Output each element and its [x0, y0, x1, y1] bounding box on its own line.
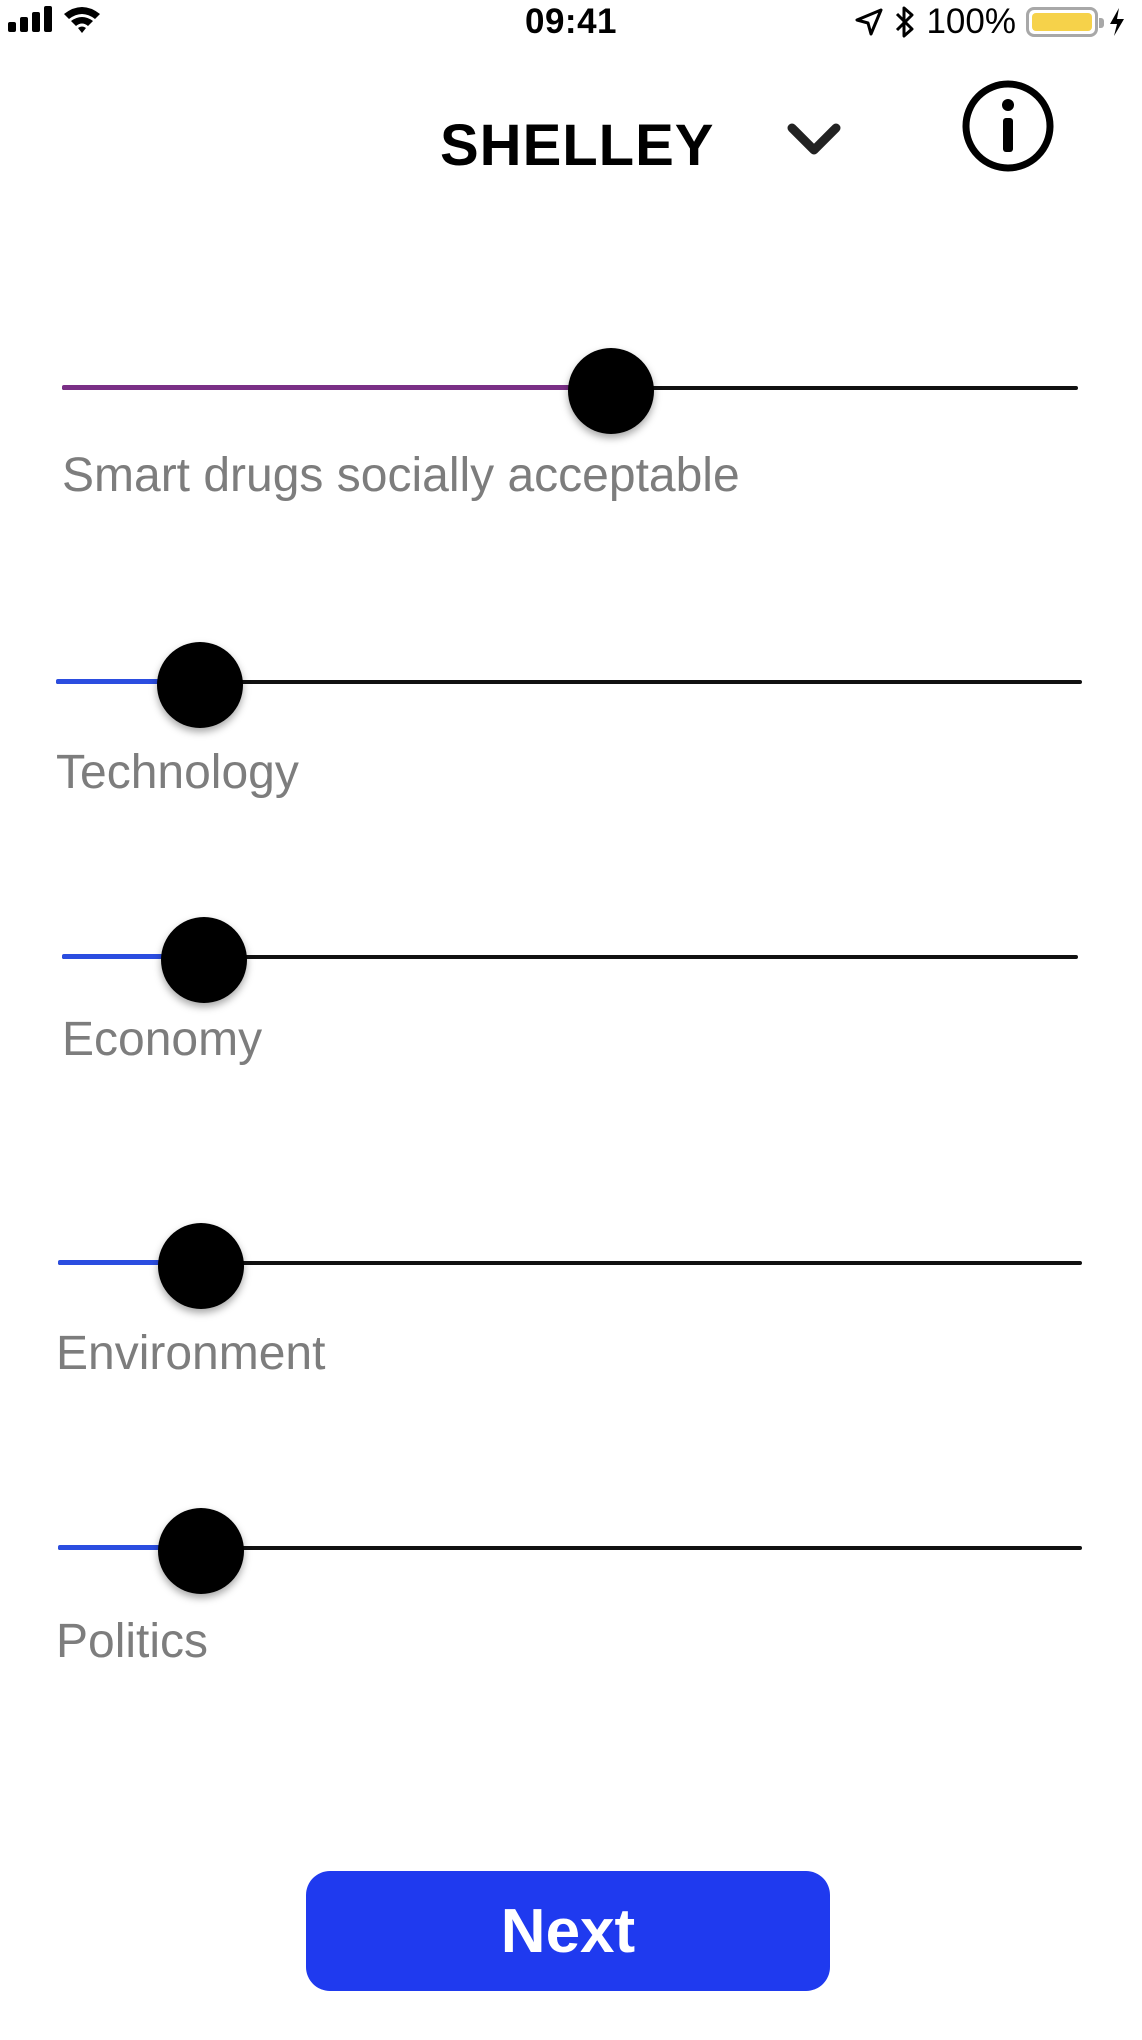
slider-technology[interactable]: [56, 642, 1082, 728]
slider-fill: [58, 1260, 202, 1265]
info-icon[interactable]: [960, 78, 1056, 174]
slider-environment[interactable]: [58, 1223, 1082, 1309]
app-header: SHELLEY: [0, 70, 1142, 200]
slider-fill: [56, 679, 200, 684]
slider-thumb[interactable]: [156, 642, 243, 728]
slider-label-smart-drugs: Smart drugs socially acceptable: [62, 449, 740, 502]
status-bar-left: [8, 4, 102, 34]
battery-percent: 100%: [926, 2, 1016, 41]
slider-track[interactable]: [58, 1546, 1082, 1550]
battery-fill: [1032, 13, 1092, 31]
page-title[interactable]: SHELLEY: [440, 113, 715, 178]
slider-fill: [58, 1545, 202, 1550]
status-bar-right: 100%: [854, 2, 1126, 42]
wifi-icon: [64, 7, 100, 33]
slider-politics[interactable]: [58, 1508, 1082, 1594]
slider-economy[interactable]: [62, 917, 1078, 1003]
status-time: 09:41: [524, 2, 618, 41]
charging-bolt-icon: [1110, 8, 1124, 36]
status-bar: 09:41 100%: [0, 0, 1142, 46]
slider-smart-drugs[interactable]: [62, 348, 1078, 434]
slider-track[interactable]: [62, 955, 1078, 959]
slider-label-economy: Economy: [62, 1013, 263, 1066]
slider-thumb[interactable]: [158, 1223, 245, 1309]
slider-thumb[interactable]: [158, 1508, 245, 1594]
location-arrow-icon: [855, 8, 883, 36]
next-button[interactable]: Next: [306, 1871, 830, 1991]
slider-fill: [62, 954, 205, 959]
chevron-down-icon[interactable]: [786, 120, 842, 160]
slider-thumb[interactable]: [567, 348, 654, 434]
slider-label-politics: Politics: [56, 1615, 209, 1668]
slider-fill: [62, 385, 611, 390]
battery-icon: [1026, 7, 1104, 37]
bluetooth-icon: [896, 6, 914, 38]
slider-label-technology: Technology: [56, 746, 299, 799]
slider-track[interactable]: [58, 1261, 1082, 1265]
slider-label-environment: Environment: [56, 1327, 326, 1380]
signal-icon: [8, 6, 52, 32]
slider-track[interactable]: [56, 680, 1082, 684]
slider-thumb[interactable]: [161, 917, 248, 1003]
